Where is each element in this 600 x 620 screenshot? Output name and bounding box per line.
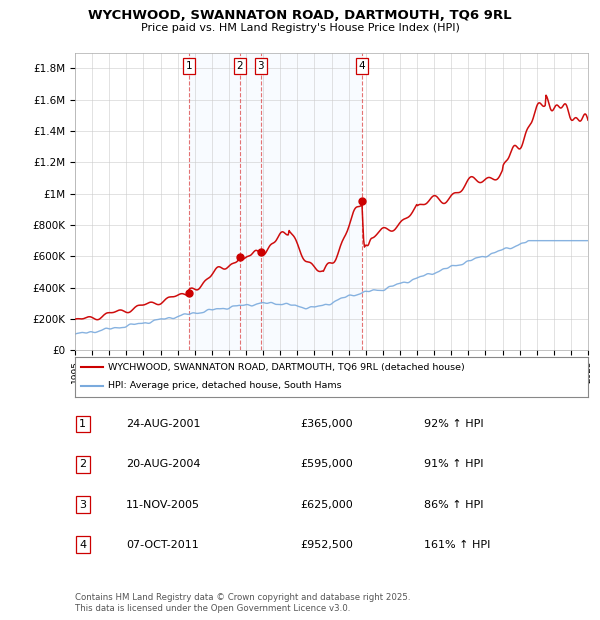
- Text: 07-OCT-2011: 07-OCT-2011: [127, 540, 199, 550]
- Text: £365,000: £365,000: [301, 419, 353, 429]
- Text: £952,500: £952,500: [301, 540, 353, 550]
- Text: 3: 3: [79, 500, 86, 510]
- Text: 24-AUG-2001: 24-AUG-2001: [127, 419, 201, 429]
- Bar: [189, 53, 240, 350]
- Text: HPI: Average price, detached house, South Hams: HPI: Average price, detached house, Sout…: [109, 381, 342, 391]
- Text: 3: 3: [257, 61, 264, 71]
- Text: 92% ↑ HPI: 92% ↑ HPI: [424, 419, 484, 429]
- Bar: [240, 53, 261, 350]
- Text: WYCHWOOD, SWANNATON ROAD, DARTMOUTH, TQ6 9RL: WYCHWOOD, SWANNATON ROAD, DARTMOUTH, TQ6…: [88, 9, 512, 22]
- Text: 2: 2: [79, 459, 86, 469]
- Text: Contains HM Land Registry data © Crown copyright and database right 2025.
This d: Contains HM Land Registry data © Crown c…: [75, 593, 410, 613]
- Text: 20-AUG-2004: 20-AUG-2004: [127, 459, 201, 469]
- Text: 11-NOV-2005: 11-NOV-2005: [127, 500, 200, 510]
- Text: 91% ↑ HPI: 91% ↑ HPI: [424, 459, 484, 469]
- Text: 4: 4: [358, 61, 365, 71]
- Text: 1: 1: [185, 61, 192, 71]
- Text: £595,000: £595,000: [301, 459, 353, 469]
- Bar: [261, 53, 362, 350]
- Text: 2: 2: [236, 61, 243, 71]
- Text: £625,000: £625,000: [301, 500, 353, 510]
- Text: 1: 1: [79, 419, 86, 429]
- Text: 86% ↑ HPI: 86% ↑ HPI: [424, 500, 484, 510]
- Text: WYCHWOOD, SWANNATON ROAD, DARTMOUTH, TQ6 9RL (detached house): WYCHWOOD, SWANNATON ROAD, DARTMOUTH, TQ6…: [109, 363, 465, 372]
- Text: 161% ↑ HPI: 161% ↑ HPI: [424, 540, 490, 550]
- Text: Price paid vs. HM Land Registry's House Price Index (HPI): Price paid vs. HM Land Registry's House …: [140, 23, 460, 33]
- Text: 4: 4: [79, 540, 86, 550]
